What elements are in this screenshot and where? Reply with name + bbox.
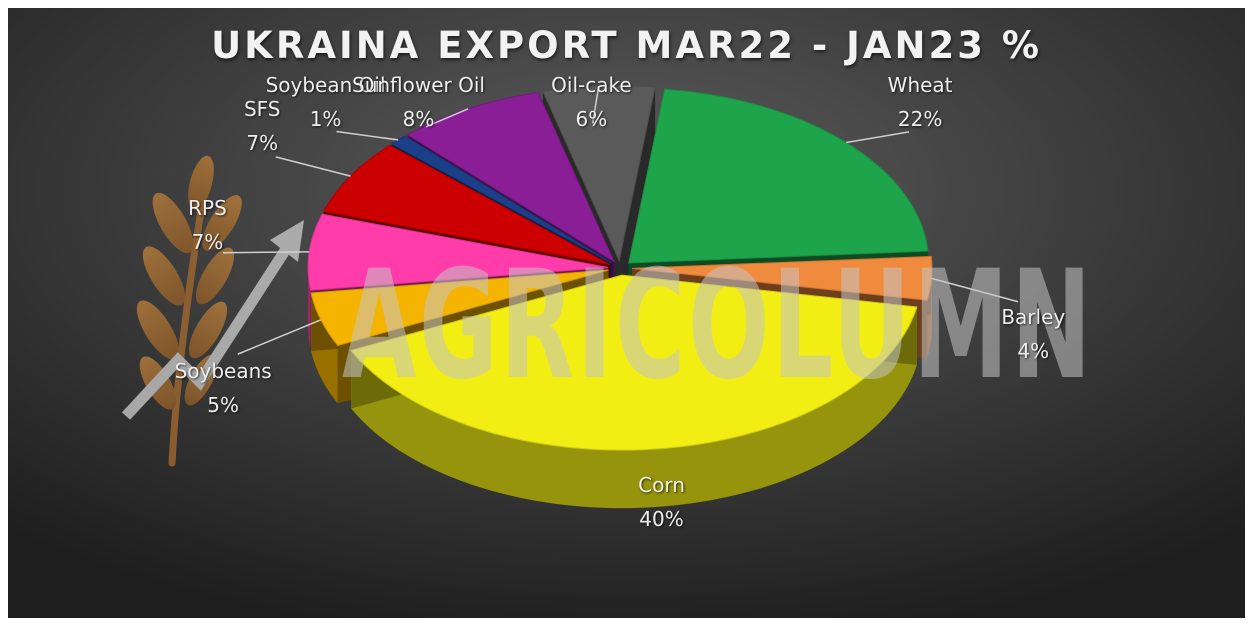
chart-title: UKRAINA EXPORT MAR22 - JAN23 % <box>211 24 1042 67</box>
leader-line-rps <box>222 251 310 254</box>
slice-label-sunflower-oil: Sunflower Oil 8% <box>352 68 485 136</box>
pie-slice-top-corn <box>350 274 918 451</box>
pie-slice-top-barley <box>631 255 933 301</box>
leader-line-sfs <box>275 156 351 177</box>
slice-label-soybean-oil: Soybean Oil 1% <box>266 68 386 136</box>
slice-label-rps: RPS 7% <box>188 191 227 259</box>
slice-label-name: SFS <box>243 96 281 121</box>
slice-label-value: 6% <box>575 107 608 131</box>
slice-label-name: Wheat <box>887 73 953 97</box>
slice-label-value: 4% <box>1017 338 1050 363</box>
pie-slice-top-sunflower-oil <box>406 91 616 263</box>
slice-label-name: Soybean Oil <box>265 73 386 97</box>
slice-label-name: Oil-cake <box>551 73 632 97</box>
slice-label-name: Sunflower Oil <box>352 73 485 97</box>
pie-slice-face-oil-cake-1 <box>619 87 656 319</box>
slice-label-barley: Barley 4% <box>1001 300 1065 368</box>
slice-label-wheat: Wheat 22% <box>888 68 953 136</box>
slice-label-value: 22% <box>897 107 943 131</box>
label-leader-lines <box>222 86 1019 355</box>
pie-slice-top-rps <box>307 213 609 291</box>
leader-line-barley <box>931 277 1019 303</box>
slice-label-value: 40% <box>639 506 684 531</box>
slice-label-value: 7% <box>246 130 279 155</box>
pie-slice-top-wheat <box>628 88 929 264</box>
slice-label-name: Soybeans <box>174 359 272 384</box>
pie-chart <box>8 8 1245 618</box>
pie-slice-corn <box>350 274 918 509</box>
slice-label-name: Corn <box>638 472 685 497</box>
slice-label-name: Barley <box>1001 304 1066 329</box>
pie-slice-top-soybean-oil <box>390 135 612 264</box>
leader-line-oil-cake <box>591 86 600 124</box>
leader-line-wheat <box>846 131 910 144</box>
slice-label-value: 1% <box>309 107 342 131</box>
leader-line-sunflower-oil <box>425 108 469 128</box>
chart-frame: AGRICOLUMN UKRAINA EXPORT MAR22 - JAN23 … <box>8 8 1245 618</box>
slice-label-soybeans: Soybeans 5% <box>175 354 272 422</box>
slice-label-value: 7% <box>191 229 224 254</box>
slice-label-value: 8% <box>402 107 435 131</box>
wheat-logo-icon <box>121 155 304 467</box>
pie-slices <box>307 85 933 509</box>
leader-line-soybean-oil <box>336 130 399 141</box>
leader-line-soybeans <box>237 319 322 355</box>
slice-label-corn: Corn 40% <box>638 468 685 536</box>
pie-slice-side-corn <box>351 306 917 509</box>
pie-slice-top-soybeans <box>310 269 609 347</box>
slice-label-oil-cake: Oil-cake 6% <box>551 68 632 136</box>
slice-label-name: RPS <box>188 195 227 220</box>
slice-label-sfs: SFS 7% <box>244 92 281 160</box>
slice-label-value: 5% <box>207 393 240 418</box>
